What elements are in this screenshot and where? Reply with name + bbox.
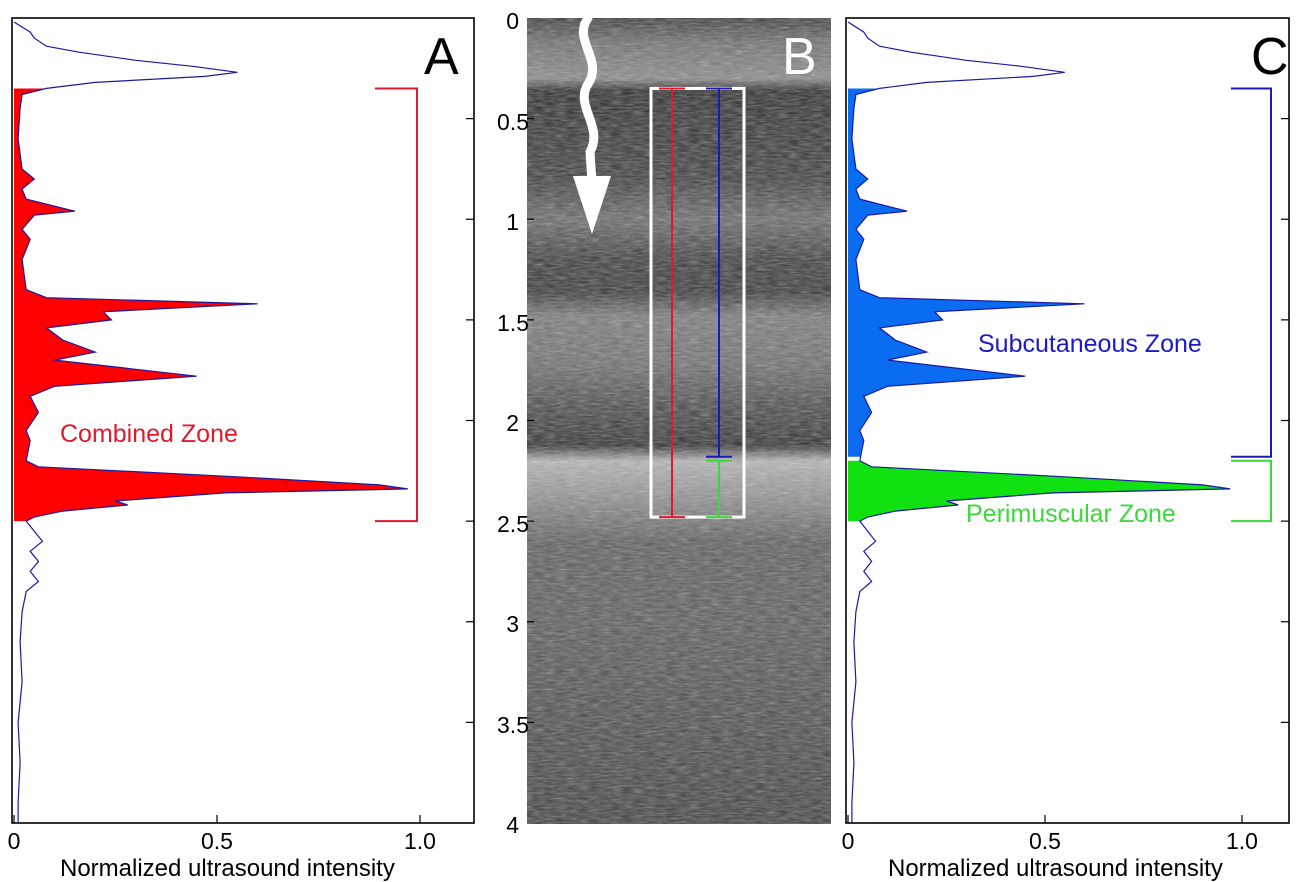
- panel-a-x-ticks: [13, 815, 421, 823]
- panel-c-y-ticks: [1281, 118, 1289, 723]
- panel-c-profile-line: [847, 21, 1231, 823]
- panel-c-label: C: [1251, 28, 1289, 86]
- panel-c-x-tick-label: 0: [842, 828, 855, 854]
- panel-b-y-tick-label: 3.5: [497, 712, 529, 738]
- panel-c-perimuscular-label: Perimuscular Zone: [966, 500, 1176, 528]
- panel-b-y-tick-label: 4: [506, 812, 519, 838]
- perimuscular-zone-bar: [706, 459, 732, 519]
- panel-c-perimuscular-bracket: [1231, 459, 1272, 523]
- panel-b-y-tick-label: 0.5: [497, 109, 529, 135]
- panel-b-label: B: [782, 28, 817, 86]
- panel-c: Subcutaneous Zone Perimuscular Zone C 0 …: [842, 17, 1290, 882]
- panel-b-y-ticks: [527, 118, 534, 723]
- panel-a-y-ticks: [466, 118, 474, 723]
- panel-b-y-tick-label: 2.5: [497, 511, 529, 537]
- panel-a-x-axis-label: Normalized ultrasound intensity: [60, 855, 395, 882]
- panel-a: Combined Zone A 0 0.5 1.0 Normalized ult…: [8, 17, 475, 882]
- panel-a-zone-label: Combined Zone: [60, 420, 238, 448]
- panel-b-y-tick-label: 0: [506, 8, 519, 34]
- panel-a-x-tick-label: 0: [8, 828, 21, 854]
- panel-b-y-tick-label: 2: [506, 410, 519, 436]
- panel-a-combined-fill: [14, 88, 408, 522]
- roi-box: [649, 86, 746, 519]
- panel-c-frame: [845, 17, 1290, 824]
- panel-b-y-tick-label: 1: [506, 209, 519, 235]
- panel-c-x-axis-label: Normalized ultrasound intensity: [888, 855, 1223, 882]
- panel-b: B 0 0.5 1 1.5 2 2.5 3 3.5 4: [497, 8, 831, 838]
- subcutaneous-zone-bar: [706, 87, 732, 458]
- panel-b-y-tick-label: 3: [506, 611, 519, 637]
- panel-a-frame: [11, 17, 475, 824]
- panel-c-x-ticks: [847, 815, 1243, 823]
- panel-a-profile-line: [13, 21, 408, 823]
- panel-c-x-tick-label: 1.0: [1226, 828, 1258, 854]
- panel-c-subcutaneous-fill: [848, 88, 1085, 457]
- panel-b-y-tick-label: 1.5: [497, 310, 529, 336]
- panel-a-x-tick-label: 1.0: [404, 828, 436, 854]
- panel-a-x-tick-label: 0.5: [201, 828, 233, 854]
- wavy-arrow-icon: [573, 13, 611, 234]
- panel-a-label: A: [424, 28, 459, 86]
- panel-c-subcutaneous-bracket: [1231, 87, 1272, 458]
- panel-a-combined-bracket: [375, 87, 418, 523]
- panel-c-x-tick-label: 0.5: [1029, 828, 1061, 854]
- panel-c-subcutaneous-label: Subcutaneous Zone: [978, 330, 1202, 358]
- ultrasound-speckle: [527, 18, 831, 824]
- combined-zone-bar: [659, 87, 685, 519]
